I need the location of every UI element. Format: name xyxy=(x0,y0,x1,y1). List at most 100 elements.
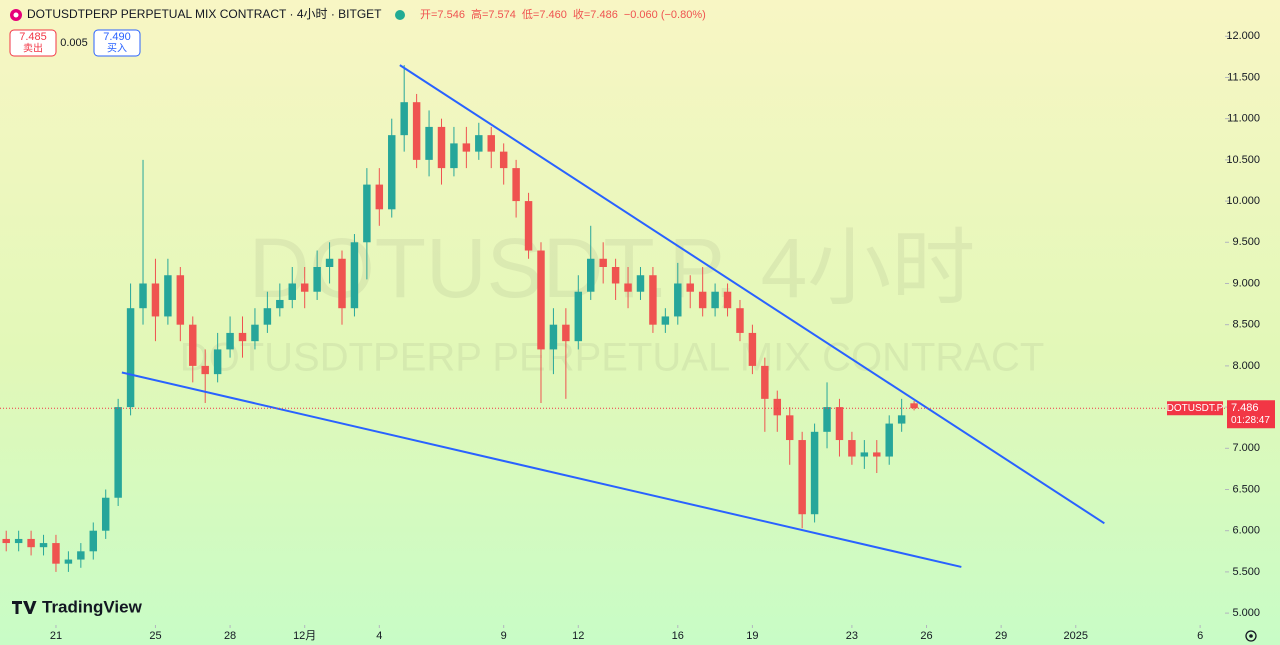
candle-body xyxy=(325,258,334,267)
candle-body xyxy=(263,308,272,325)
countdown: 01:28:47 xyxy=(1231,415,1270,426)
candle-body xyxy=(549,324,558,350)
candle-body xyxy=(425,126,433,160)
x-tick-label: 25 xyxy=(149,630,161,642)
y-tick-label: 5.500 xyxy=(1232,566,1260,578)
y-tick-label: 5.000 xyxy=(1232,607,1260,619)
buy-label: 买入 xyxy=(107,43,127,55)
y-tick-label: 8.000 xyxy=(1232,360,1260,372)
candle-body xyxy=(761,365,769,399)
candle-body xyxy=(810,431,819,515)
candle-body xyxy=(300,283,309,292)
branding: TradingView xyxy=(12,597,143,616)
candle-body xyxy=(823,407,831,432)
candle-body xyxy=(64,559,73,564)
candle-body xyxy=(624,283,632,292)
y-tick-label: 9.500 xyxy=(1232,236,1260,248)
market-status xyxy=(395,10,405,20)
candle-body xyxy=(412,102,421,160)
candle-body xyxy=(139,283,147,309)
candle-body xyxy=(686,283,694,292)
candle-body xyxy=(748,332,757,366)
candle-body xyxy=(2,538,10,544)
candle-body xyxy=(537,250,545,350)
candle-body xyxy=(698,291,707,309)
chart-title: DOTUSDTPERP PERPETUAL MIX CONTRACT · 4小时… xyxy=(27,7,382,21)
candle-body xyxy=(587,258,595,292)
candle-body xyxy=(897,415,906,424)
candle-body xyxy=(375,184,384,210)
y-tick-label: 11.000 xyxy=(1227,113,1260,125)
y-tick-label: 10.000 xyxy=(1226,195,1260,207)
buy-button[interactable] xyxy=(93,29,141,57)
y-tick-label: 9.000 xyxy=(1232,277,1260,289)
price-tag-bg xyxy=(1227,400,1275,429)
watermark: DOTUSDT.P, 4小时 DOTUSDTPERP PERPETUAL MIX… xyxy=(180,221,1045,379)
candle-body xyxy=(363,184,371,243)
candle-body xyxy=(599,258,607,267)
logo-mark xyxy=(12,601,37,614)
candle-body xyxy=(151,283,160,317)
candle-body xyxy=(276,299,284,309)
candle-body xyxy=(388,135,396,210)
candle-body xyxy=(52,543,60,564)
ohlc-legend-item: 开=7.546 xyxy=(420,9,465,21)
candle-body xyxy=(189,324,197,366)
candle-body xyxy=(27,538,35,548)
sell-button[interactable] xyxy=(9,29,57,57)
spread: 0.005 xyxy=(60,37,88,49)
gear[interactable] xyxy=(1245,630,1257,642)
candle-body xyxy=(77,551,85,560)
candle-body xyxy=(649,275,657,325)
header: DOTUSDTPERP PERPETUAL MIX CONTRACT · 4小时… xyxy=(10,7,706,21)
x-tick-label: 9 xyxy=(501,630,507,642)
plot-area xyxy=(0,64,1225,572)
x-tick-label: 4 xyxy=(376,630,382,642)
candle-body xyxy=(39,543,48,548)
candle-body xyxy=(835,407,844,441)
y-tick-label: 11.500 xyxy=(1227,71,1260,83)
y-tick-label: 7.000 xyxy=(1232,442,1260,454)
candle-body xyxy=(437,126,446,169)
x-tick-label: 26 xyxy=(920,630,932,642)
candle-body xyxy=(14,538,23,544)
candle-body xyxy=(226,332,234,350)
price-tag: 7.486 xyxy=(1231,402,1259,414)
candle-body xyxy=(562,324,570,342)
candle-body xyxy=(661,316,670,325)
ohlc-legend-item: −0.060 (−0.80%) xyxy=(624,9,706,21)
candle-body xyxy=(251,324,259,342)
logo-text: TradingView xyxy=(42,597,143,616)
sell-price: 7.485 xyxy=(19,31,47,43)
candle-body xyxy=(860,452,869,457)
y-tick-label: 12.000 xyxy=(1226,30,1260,42)
candle-body xyxy=(101,497,110,531)
y-tick-label: 10.500 xyxy=(1226,154,1260,166)
y-tick-label: 8.500 xyxy=(1232,319,1260,331)
candle-body xyxy=(475,135,483,152)
candle-body xyxy=(126,308,135,408)
x-tick-label: 28 xyxy=(224,630,236,642)
candle-body xyxy=(574,291,583,342)
symbol-icon-dot xyxy=(13,12,19,18)
x-tick-label: 29 xyxy=(995,630,1007,642)
candle-body xyxy=(499,151,508,169)
candle-body xyxy=(736,308,744,333)
buy-price: 7.490 xyxy=(103,31,131,43)
candle-body xyxy=(164,275,172,317)
candle-body xyxy=(773,398,782,416)
candle-body xyxy=(350,242,359,309)
x-tick-label: 19 xyxy=(746,630,758,642)
candle-body xyxy=(114,407,122,498)
trade-panel: 7.485 卖出 0.005 7.490 买入 xyxy=(9,29,141,57)
ohlc-legend-item: 高=7.574 xyxy=(471,7,516,21)
candle-body xyxy=(89,530,98,552)
candle-body xyxy=(512,168,520,202)
y-tick-label: 6.000 xyxy=(1232,525,1260,537)
candle-body xyxy=(213,349,222,375)
settings-icon[interactable] xyxy=(1245,630,1257,642)
candle-body xyxy=(848,440,856,457)
candle-body xyxy=(910,403,918,409)
candle-body xyxy=(487,135,495,152)
